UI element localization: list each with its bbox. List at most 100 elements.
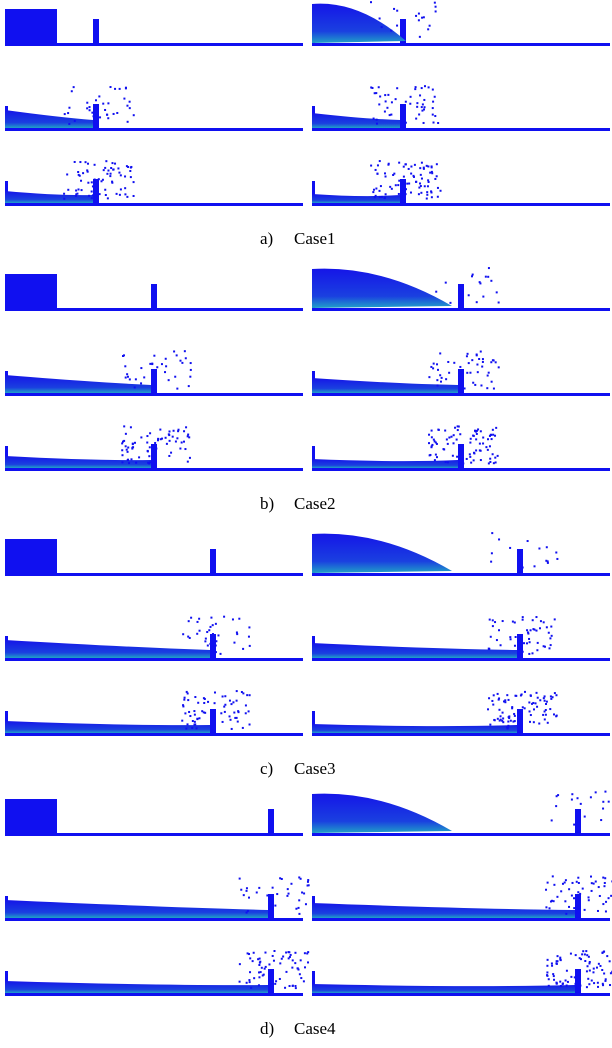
spray-particle <box>432 101 434 103</box>
spray-particle <box>259 962 261 964</box>
spray-particle <box>492 429 494 431</box>
spray-particle <box>544 700 546 702</box>
spray-particle <box>127 459 129 461</box>
spray-particle <box>184 350 186 352</box>
spray-particle <box>143 376 145 378</box>
spray-particle <box>479 443 481 445</box>
spray-particle <box>522 616 524 618</box>
spray-particle <box>464 387 466 389</box>
spray-particle <box>110 86 112 88</box>
spray-particle <box>381 26 383 28</box>
spray-particle <box>258 971 260 973</box>
spray-particle <box>478 358 480 360</box>
spray-particle <box>204 640 206 642</box>
spray-particle <box>502 712 504 714</box>
spray-particle <box>522 706 524 708</box>
spray-particle <box>104 189 106 191</box>
spray-particle <box>239 963 241 965</box>
spray-particle <box>423 99 425 101</box>
spray-particle <box>114 88 116 90</box>
spray-particle <box>188 385 190 387</box>
spray-particle <box>575 954 577 956</box>
spray-particle <box>423 16 425 18</box>
spray-particle <box>576 815 578 817</box>
spray-particle <box>103 169 105 171</box>
spray-particle <box>187 699 189 701</box>
tank-floor <box>312 733 610 736</box>
spray-particle <box>580 958 582 960</box>
spray-particle <box>418 13 420 15</box>
spray-particle <box>395 98 397 100</box>
spray-particle <box>249 645 251 647</box>
spray-particle <box>303 980 305 982</box>
spray-particle <box>457 429 459 431</box>
spray-particle <box>187 636 189 638</box>
panel-caption: Case3 <box>294 759 336 778</box>
spray-particle <box>116 112 118 114</box>
spray-particle <box>552 973 554 975</box>
spray-particle <box>509 636 511 638</box>
spray-particle <box>546 965 548 967</box>
spray-particle <box>414 164 416 166</box>
spray-particle <box>526 629 528 631</box>
spray-particle <box>424 106 426 108</box>
spray-particle <box>557 955 559 957</box>
spray-particle <box>220 712 222 714</box>
spray-particle <box>166 443 168 445</box>
spray-particle <box>287 951 289 953</box>
spray-particle <box>435 6 437 8</box>
spray-particle <box>604 980 606 982</box>
spray-particle <box>429 172 431 174</box>
spray-particle <box>559 957 561 959</box>
spray-particle <box>393 173 395 175</box>
spray-particle <box>553 979 555 981</box>
spray-particle <box>149 446 151 448</box>
spray-particle <box>415 118 417 120</box>
panel-caption: Case1 <box>294 229 336 248</box>
water <box>5 375 151 393</box>
spray-particle <box>401 190 403 192</box>
spray-particle <box>601 952 603 954</box>
water <box>312 269 452 308</box>
spray-particle <box>258 984 260 986</box>
spray-particle <box>608 897 610 899</box>
spray-particle <box>493 462 495 464</box>
spray-particle <box>405 193 407 195</box>
spray-particle <box>236 631 238 633</box>
spray-particle <box>427 179 429 181</box>
spray-particle <box>239 981 241 983</box>
spray-particle <box>376 173 378 175</box>
spray-particle <box>475 449 477 451</box>
spray-particle <box>125 445 127 447</box>
spray-particle <box>123 440 125 442</box>
spray-particle <box>459 433 461 435</box>
spray-particle <box>419 94 421 96</box>
spray-particle <box>292 959 294 961</box>
spray-particle <box>94 179 96 181</box>
spray-particle <box>506 694 508 696</box>
spray-particle <box>305 903 307 905</box>
spray-particle <box>183 430 185 432</box>
spray-particle <box>536 692 538 694</box>
spray-particle <box>242 727 244 729</box>
spray-particle <box>303 892 305 894</box>
spray-particle <box>544 695 546 697</box>
tank-floor <box>5 918 303 921</box>
spray-particle <box>560 890 562 892</box>
spray-particle <box>514 645 516 647</box>
spray-particle <box>495 427 497 429</box>
spray-particle <box>371 87 373 89</box>
spray-particle <box>458 380 460 382</box>
spray-particle <box>590 796 592 798</box>
spray-particle <box>413 175 415 177</box>
spray-particle <box>564 900 566 902</box>
spray-particle <box>469 442 471 444</box>
spray-particle <box>155 448 157 450</box>
spray-particle <box>554 692 556 694</box>
spray-particle <box>196 633 198 635</box>
spray-particle <box>439 352 441 354</box>
spray-particle <box>102 103 104 105</box>
spray-particle <box>286 895 288 897</box>
spray-particle <box>304 966 306 968</box>
spray-particle <box>393 8 395 10</box>
